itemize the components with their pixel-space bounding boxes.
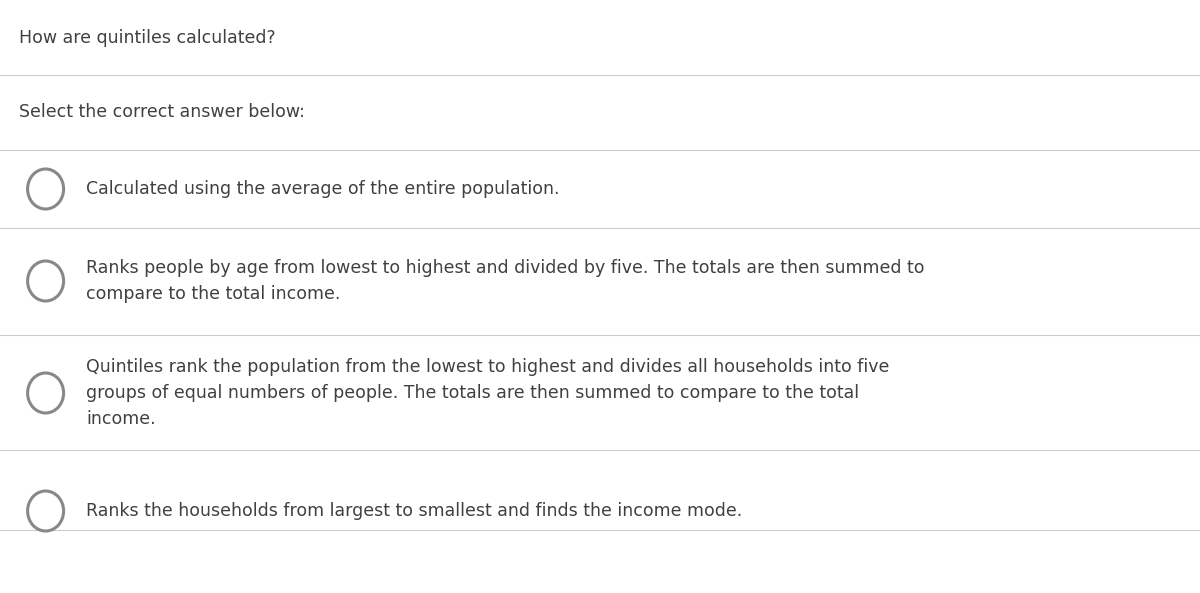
Text: Select the correct answer below:: Select the correct answer below: xyxy=(19,103,305,121)
Text: Quintiles rank the population from the lowest to highest and divides all househo: Quintiles rank the population from the l… xyxy=(86,358,889,428)
Text: How are quintiles calculated?: How are quintiles calculated? xyxy=(19,29,276,47)
Text: Ranks people by age from lowest to highest and divided by five. The totals are t: Ranks people by age from lowest to highe… xyxy=(86,259,925,303)
Text: Calculated using the average of the entire population.: Calculated using the average of the enti… xyxy=(86,180,560,198)
Text: Ranks the households from largest to smallest and finds the income mode.: Ranks the households from largest to sma… xyxy=(86,502,743,520)
